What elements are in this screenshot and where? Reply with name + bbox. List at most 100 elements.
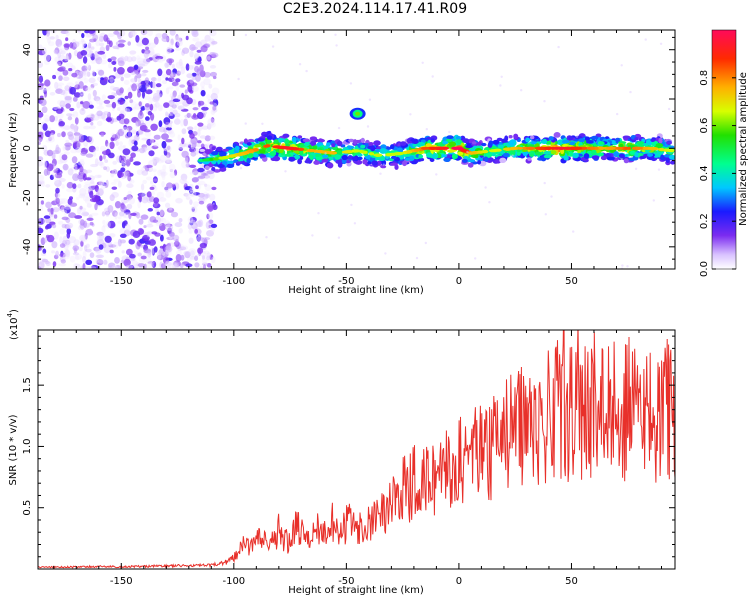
noise-point xyxy=(58,75,63,81)
noise-point xyxy=(114,212,118,220)
signal-point xyxy=(535,151,542,156)
noise-point xyxy=(55,71,62,76)
noise-point xyxy=(196,49,202,53)
noise-point xyxy=(188,65,194,70)
colorbar-frame xyxy=(711,29,737,270)
scatter-point xyxy=(435,173,438,176)
noise-point xyxy=(42,123,48,131)
noise-point xyxy=(194,125,198,131)
y-tick-label: 0.5 xyxy=(22,500,33,516)
noise-point xyxy=(183,193,189,197)
signal-point xyxy=(508,140,515,146)
signal-point xyxy=(204,149,212,155)
noise-point xyxy=(93,96,101,102)
signal-point xyxy=(211,166,216,172)
signal-peak xyxy=(508,147,517,151)
noise-point xyxy=(141,137,148,141)
noise-point xyxy=(157,68,163,77)
scatter-point xyxy=(317,212,320,215)
signal-point xyxy=(443,157,451,162)
noise-point xyxy=(110,85,115,91)
signal-peak xyxy=(420,146,430,150)
noise-point xyxy=(59,252,67,258)
noise-point xyxy=(92,82,98,86)
noise-point xyxy=(132,70,139,75)
noise-point xyxy=(167,145,171,150)
noise-point xyxy=(135,35,140,43)
noise-point xyxy=(179,142,187,148)
noise-point xyxy=(113,92,118,97)
noise-point xyxy=(200,45,208,53)
signal-point xyxy=(568,135,574,141)
noise-point xyxy=(147,250,152,258)
noise-point xyxy=(58,66,66,72)
signal-point xyxy=(543,154,552,159)
noise-point xyxy=(119,155,127,162)
signal-point xyxy=(525,137,530,143)
noise-point xyxy=(64,249,71,258)
signal-point xyxy=(219,166,227,172)
noise-point xyxy=(42,218,46,226)
signal-point xyxy=(629,150,636,155)
x-tick-label: 50 xyxy=(565,276,578,287)
noise-point xyxy=(195,74,201,82)
signal-point xyxy=(219,151,227,157)
signal-point xyxy=(378,155,386,160)
noise-point xyxy=(108,40,113,48)
noise-point xyxy=(131,83,138,92)
noise-point xyxy=(111,101,117,109)
noise-point xyxy=(86,53,93,58)
noise-point xyxy=(186,73,193,79)
noise-point xyxy=(53,166,59,171)
noise-point xyxy=(76,30,81,33)
noise-point xyxy=(181,160,189,169)
noise-point xyxy=(81,40,86,47)
signal-point xyxy=(569,141,576,146)
noise-point xyxy=(157,252,162,261)
signal-point xyxy=(658,137,663,144)
signal-point xyxy=(368,142,374,147)
noise-point xyxy=(132,230,141,238)
noise-point xyxy=(189,147,197,153)
noise-point xyxy=(120,204,127,213)
noise-point xyxy=(199,64,204,73)
noise-point xyxy=(39,95,44,100)
signal-point xyxy=(446,138,453,143)
noise-point xyxy=(158,75,162,83)
noise-point xyxy=(137,111,144,120)
noise-point xyxy=(38,111,44,118)
signal-point xyxy=(360,137,365,144)
noise-point xyxy=(85,32,93,38)
noise-point xyxy=(212,105,217,111)
noise-point xyxy=(117,105,126,112)
noise-point xyxy=(54,172,63,179)
scatter-point xyxy=(543,181,546,185)
signal-peak xyxy=(605,146,616,150)
noise-point xyxy=(63,209,68,216)
signal-point xyxy=(597,152,604,157)
noise-point xyxy=(83,43,88,49)
noise-point xyxy=(84,192,89,198)
noise-point xyxy=(185,163,190,168)
noise-point xyxy=(155,55,164,60)
signal-point xyxy=(584,136,591,142)
noise-point xyxy=(190,219,196,223)
noise-point xyxy=(62,76,70,82)
signal-point xyxy=(380,165,387,169)
noise-point xyxy=(179,178,187,185)
noise-point xyxy=(60,259,66,264)
noise-point xyxy=(144,103,150,108)
noise-point xyxy=(68,212,76,219)
scatter-point xyxy=(500,75,503,79)
noise-point xyxy=(45,225,49,230)
noise-point xyxy=(155,78,162,82)
noise-point xyxy=(97,174,102,178)
noise-point xyxy=(161,173,166,181)
signal-point xyxy=(650,138,656,142)
noise-point xyxy=(130,30,136,37)
signal-peak xyxy=(572,146,582,150)
noise-point xyxy=(208,83,213,89)
noise-point xyxy=(173,169,178,176)
noise-point xyxy=(69,107,75,112)
noise-point xyxy=(38,141,41,145)
